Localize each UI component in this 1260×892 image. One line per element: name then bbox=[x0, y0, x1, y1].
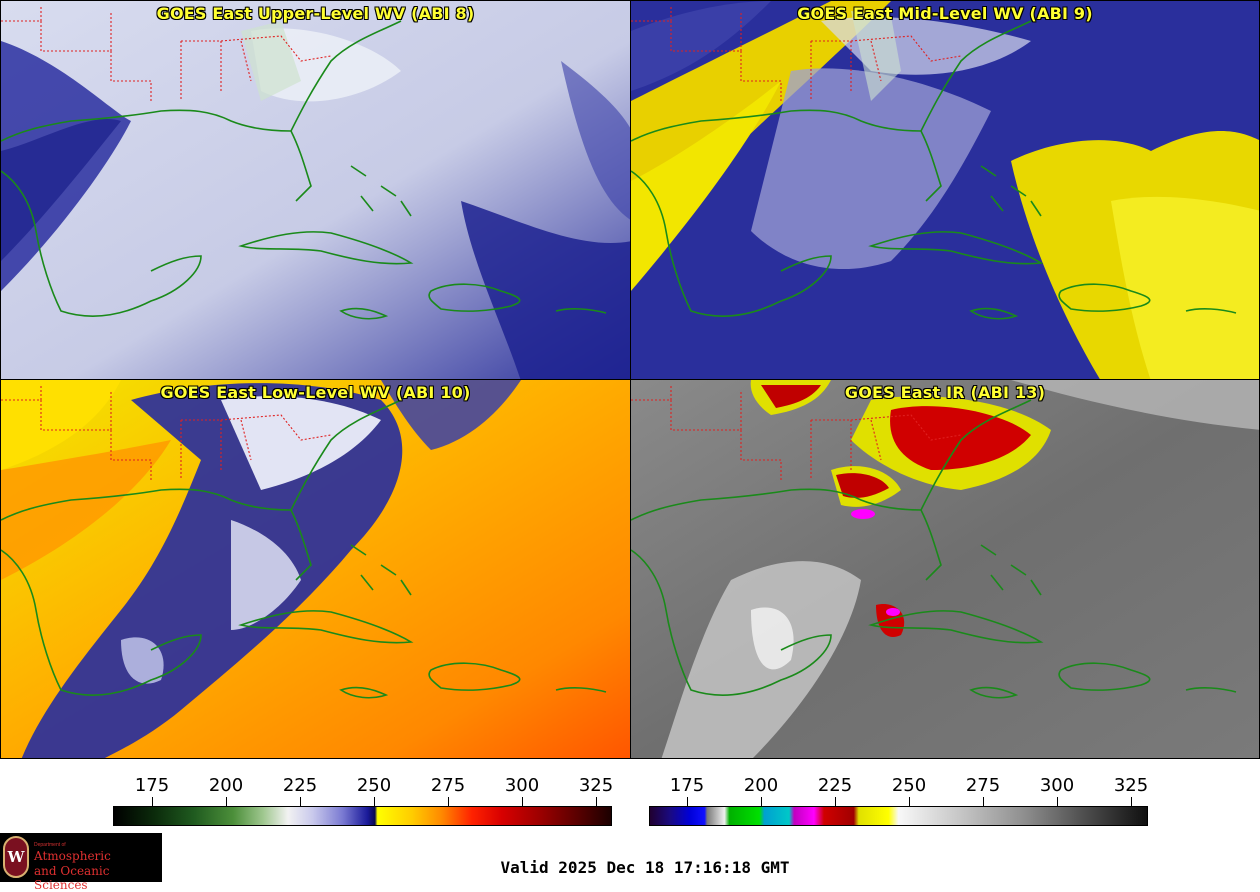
aos-logo[interactable]: W Department of Atmospheric and Oceanic … bbox=[0, 833, 162, 892]
panel-title: GOES East Low-Level WV (ABI 10) bbox=[160, 383, 471, 402]
ir-tick bbox=[983, 797, 984, 806]
ir-tick bbox=[761, 797, 762, 806]
low-level-wv-image bbox=[1, 380, 630, 758]
wv-tick-label: 200 bbox=[208, 775, 244, 796]
ir-tick-label: 250 bbox=[891, 775, 927, 796]
ir-tick-label: 325 bbox=[1113, 775, 1149, 796]
panel-title: GOES East IR (ABI 13) bbox=[844, 383, 1046, 402]
ir-tick-label: 200 bbox=[743, 775, 779, 796]
panel-title: GOES East Upper-Level WV (ABI 8) bbox=[156, 4, 475, 23]
logo-line1: Atmospheric bbox=[34, 849, 111, 863]
wv-tick-label: 325 bbox=[578, 775, 614, 796]
ir-tick bbox=[1131, 797, 1132, 806]
wv-colorbar bbox=[113, 806, 612, 826]
ir-tick bbox=[1057, 797, 1058, 806]
wv-tick bbox=[448, 797, 449, 806]
ir-tick-label: 175 bbox=[669, 775, 705, 796]
valid-time: Valid 2025 Dec 18 17:16:18 GMT bbox=[500, 858, 790, 877]
wv-tick-label: 250 bbox=[356, 775, 392, 796]
ir-tick bbox=[687, 797, 688, 806]
panel-mid-level-wv: GOES East Mid-Level WV (ABI 9) bbox=[630, 0, 1260, 380]
wv-tick-label: 275 bbox=[430, 775, 466, 796]
wv-tick bbox=[226, 797, 227, 806]
wv-tick bbox=[374, 797, 375, 806]
logo-dept: Department of bbox=[34, 842, 66, 848]
wv-tick bbox=[522, 797, 523, 806]
ir-tick-label: 275 bbox=[965, 775, 1001, 796]
wv-tick bbox=[152, 797, 153, 806]
wv-tick-label: 225 bbox=[282, 775, 318, 796]
ir-tick-label: 300 bbox=[1039, 775, 1075, 796]
wv-tick-label: 175 bbox=[134, 775, 170, 796]
ir-tick bbox=[835, 797, 836, 806]
upper-level-wv-image bbox=[1, 1, 630, 379]
ir-tick-label: 225 bbox=[817, 775, 853, 796]
wv-tick-label: 300 bbox=[504, 775, 540, 796]
panel-low-level-wv: GOES East Low-Level WV (ABI 10) bbox=[0, 379, 631, 759]
panel-ir: GOES East IR (ABI 13) bbox=[630, 379, 1260, 759]
panel-upper-level-wv: GOES East Upper-Level WV (ABI 8) bbox=[0, 0, 631, 380]
ir-tick bbox=[909, 797, 910, 806]
uw-seal-icon: W bbox=[3, 836, 29, 878]
ir-image bbox=[631, 380, 1259, 758]
wv-tick bbox=[300, 797, 301, 806]
mid-level-wv-image bbox=[631, 1, 1259, 379]
ir-colorbar bbox=[649, 806, 1148, 826]
wv-tick bbox=[596, 797, 597, 806]
panel-title: GOES East Mid-Level WV (ABI 9) bbox=[797, 4, 1093, 23]
